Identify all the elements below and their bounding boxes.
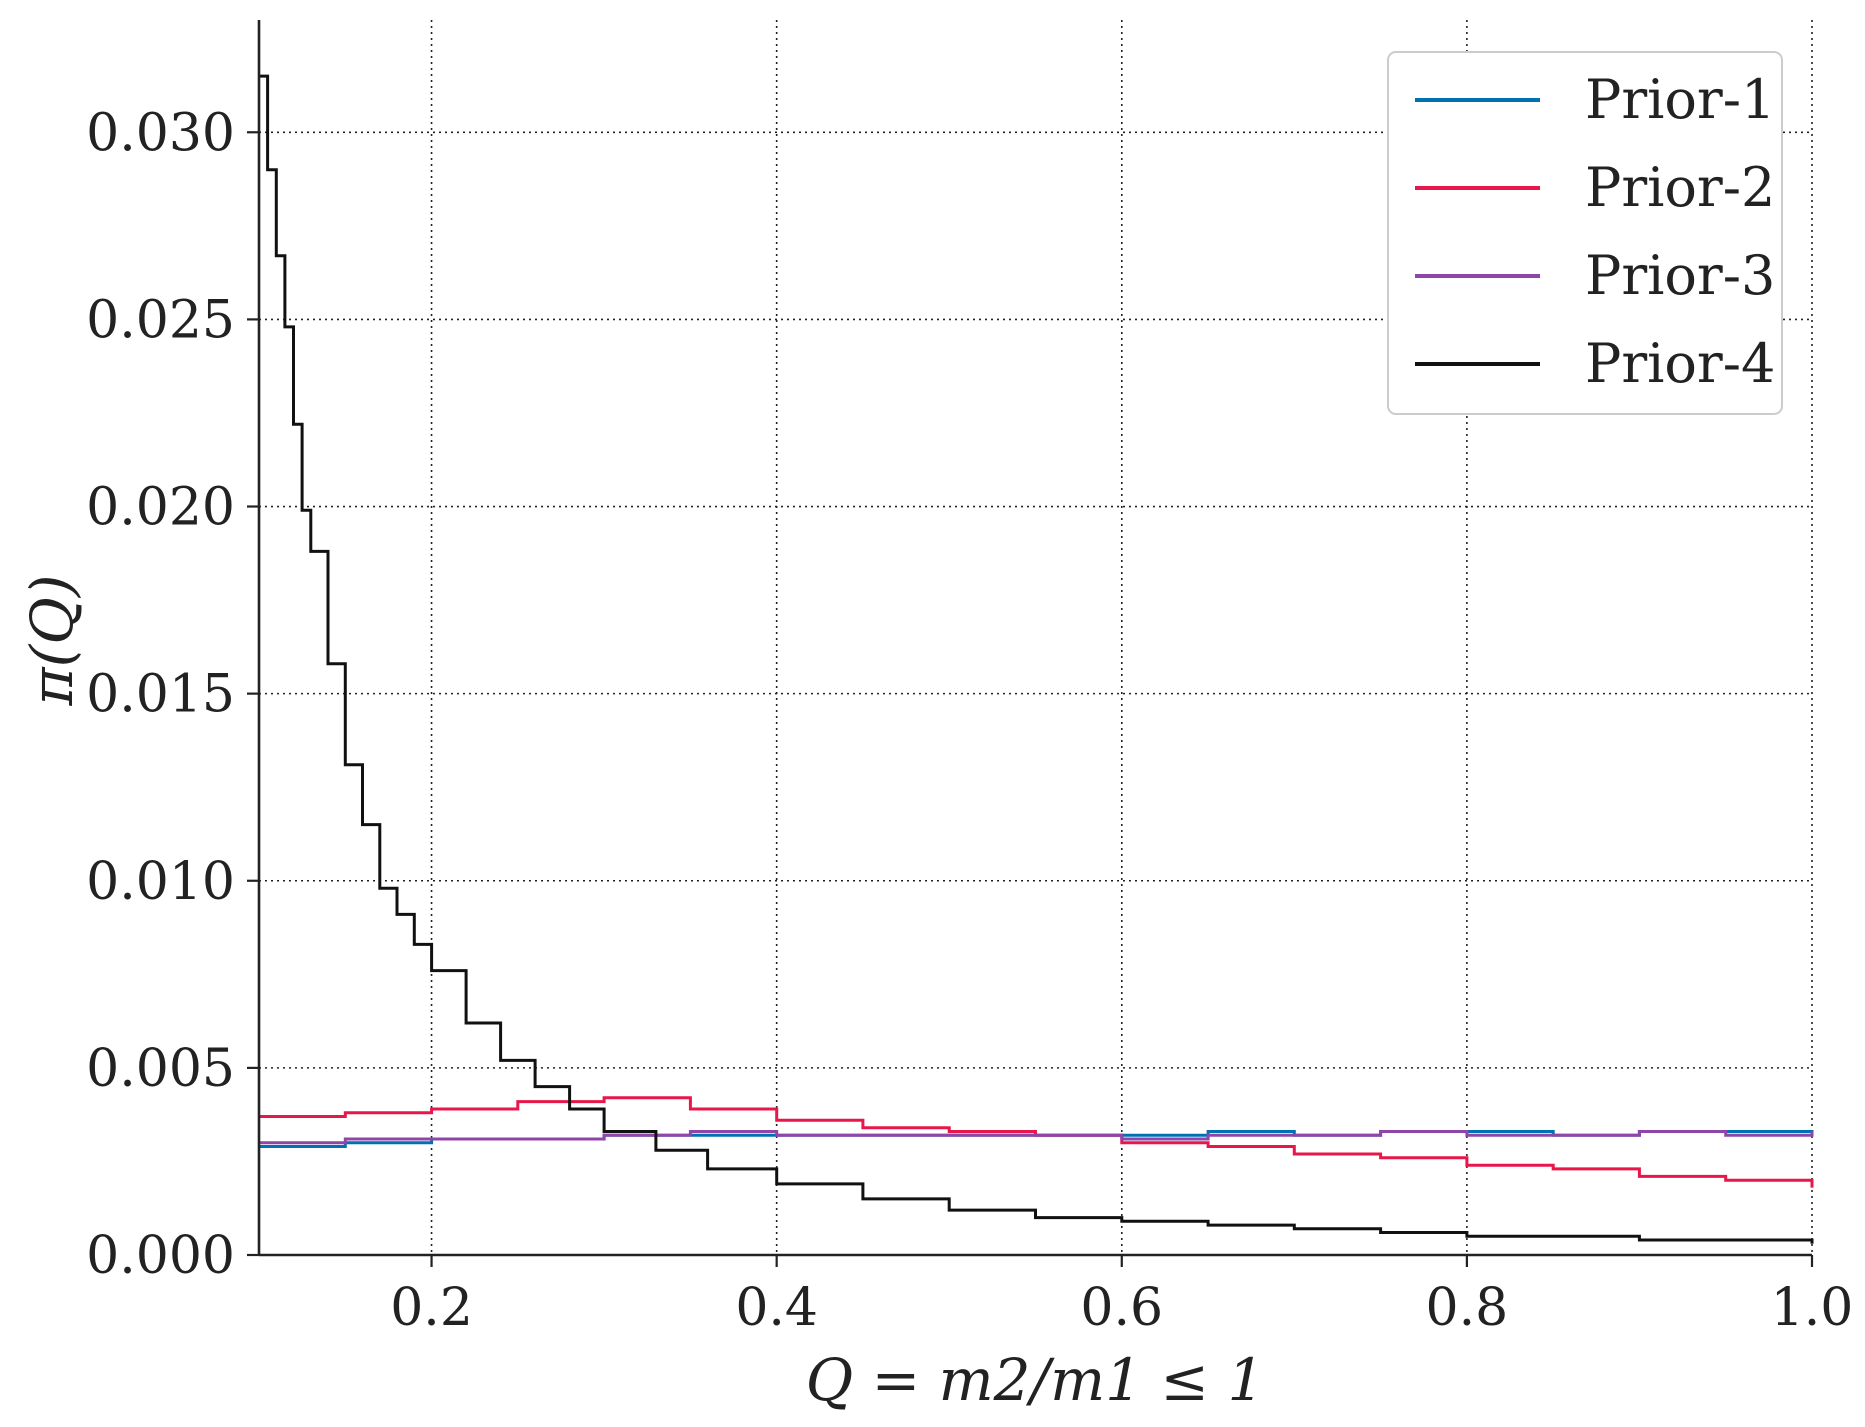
- series-line-prior-4: [259, 74, 1814, 1244]
- legend-label-prior-4: Prior-4: [1585, 332, 1775, 395]
- y-tick-label: 0.025: [86, 290, 235, 350]
- y-axis-label: π(Q): [18, 575, 86, 707]
- legend-label-prior-3: Prior-3: [1585, 244, 1775, 307]
- y-tick-label: 0.005: [86, 1039, 235, 1099]
- y-tick-label: 0.020: [86, 478, 235, 538]
- series-line-prior-3: [259, 1130, 1814, 1145]
- x-tick-label: 1.0: [1771, 1278, 1854, 1338]
- series-line-prior-2: [259, 1096, 1814, 1188]
- y-tick-label: 0.010: [86, 852, 235, 912]
- axes: [257, 20, 1812, 1257]
- x-tick-label: 0.4: [735, 1278, 818, 1338]
- x-tick-label: 0.6: [1080, 1278, 1163, 1338]
- y-tick-label: 0.000: [86, 1226, 235, 1286]
- ticks: 0.2 0.4 0.6 0.8 1.0 0.000 0.005 0.010 0.015 0.020…: [86, 103, 1853, 1338]
- y-tick-label: 0.015: [86, 665, 235, 725]
- x-tick-label: 0.8: [1426, 1278, 1509, 1338]
- legend-box: [1387, 51, 1783, 415]
- x-axis-label: Q = m2/m1 ≤ 1: [806, 1346, 1265, 1414]
- series-lines: [259, 74, 1814, 1244]
- legend-label-prior-1: Prior-1: [1585, 68, 1775, 131]
- y-tick-label: 0.030: [86, 103, 235, 163]
- legend: Prior-1 Prior-2 Prior-3 Prior-4: [1387, 51, 1783, 415]
- legend-label-prior-2: Prior-2: [1585, 156, 1775, 219]
- x-tick-label: 0.2: [390, 1278, 473, 1338]
